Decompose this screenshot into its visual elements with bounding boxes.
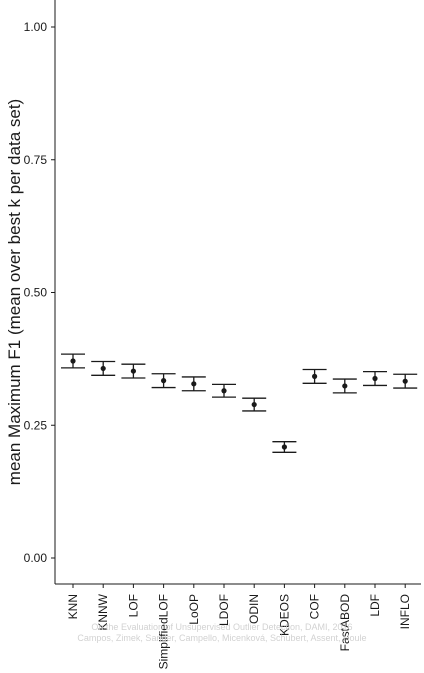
error-bar-KNNW: [91, 360, 116, 376]
y-ticks: 0.00 0.25 0.50 0.75 1.00: [24, 20, 55, 565]
mean-point: [251, 401, 257, 408]
x-tick-label: KNN: [66, 594, 80, 619]
y-tick-label: 0.50: [24, 286, 48, 300]
mean-point: [70, 358, 76, 364]
mean-point: [191, 381, 197, 387]
error-bar-LOF: [121, 363, 146, 379]
x-tick-label: KDEOS: [277, 594, 291, 636]
mean-point: [221, 388, 227, 394]
mean-point: [281, 444, 287, 450]
x-tick-label: COF: [308, 594, 322, 619]
error-bar-LDOF: [212, 383, 236, 398]
error-bar-KDEOS: [272, 441, 297, 453]
mean-point: [161, 378, 167, 384]
error-bar-KNN: [61, 353, 85, 369]
error-bar-ODIN: [242, 397, 267, 412]
error-bar-LoOP: [181, 376, 206, 392]
x-tick-label: SimplifiedLOF: [157, 594, 171, 669]
x-tick-label: INFLO: [398, 594, 412, 629]
x-tick-label: LoOP: [187, 594, 201, 625]
y-axis-title: mean Maximum F1 (mean over best k per da…: [5, 99, 24, 485]
mean-point: [130, 368, 136, 374]
mean-point: [402, 378, 408, 384]
error-bar-FastABOD: [332, 378, 357, 394]
watermark-line-1: On the Evaluation of Unsupervised Outlie…: [91, 622, 352, 632]
x-tick-label: LDF: [368, 594, 382, 617]
y-tick-label: 0.00: [24, 551, 48, 565]
x-tick-label: FastABOD: [338, 594, 352, 652]
error-bars: [61, 353, 418, 453]
y-tick-label: 1.00: [24, 20, 48, 34]
watermark-line-2: Campos, Zimek, Sander, Campello, Micenko…: [77, 633, 366, 643]
error-bar-COF: [302, 368, 327, 384]
error-bar-SimplifiedLOF: [151, 373, 176, 389]
x-tick-label: ODIN: [247, 594, 261, 624]
y-tick-label: 0.75: [24, 153, 48, 167]
x-tick-label: LOF: [126, 594, 140, 617]
mean-point: [372, 375, 378, 382]
error-bar-INFLO: [393, 373, 418, 389]
mean-point: [342, 383, 348, 389]
mean-point: [100, 365, 106, 372]
mean-point: [312, 373, 318, 379]
x-tick-label: KNNW: [96, 593, 110, 630]
x-tick-label: LDOF: [217, 594, 231, 626]
error-bar-LDF: [363, 370, 387, 387]
x-ticks: KNN KNNW LOF SimplifiedLOF LoOP LDOF ODIN KDEOS…: [66, 584, 412, 669]
y-tick-label: 0.25: [24, 418, 48, 432]
